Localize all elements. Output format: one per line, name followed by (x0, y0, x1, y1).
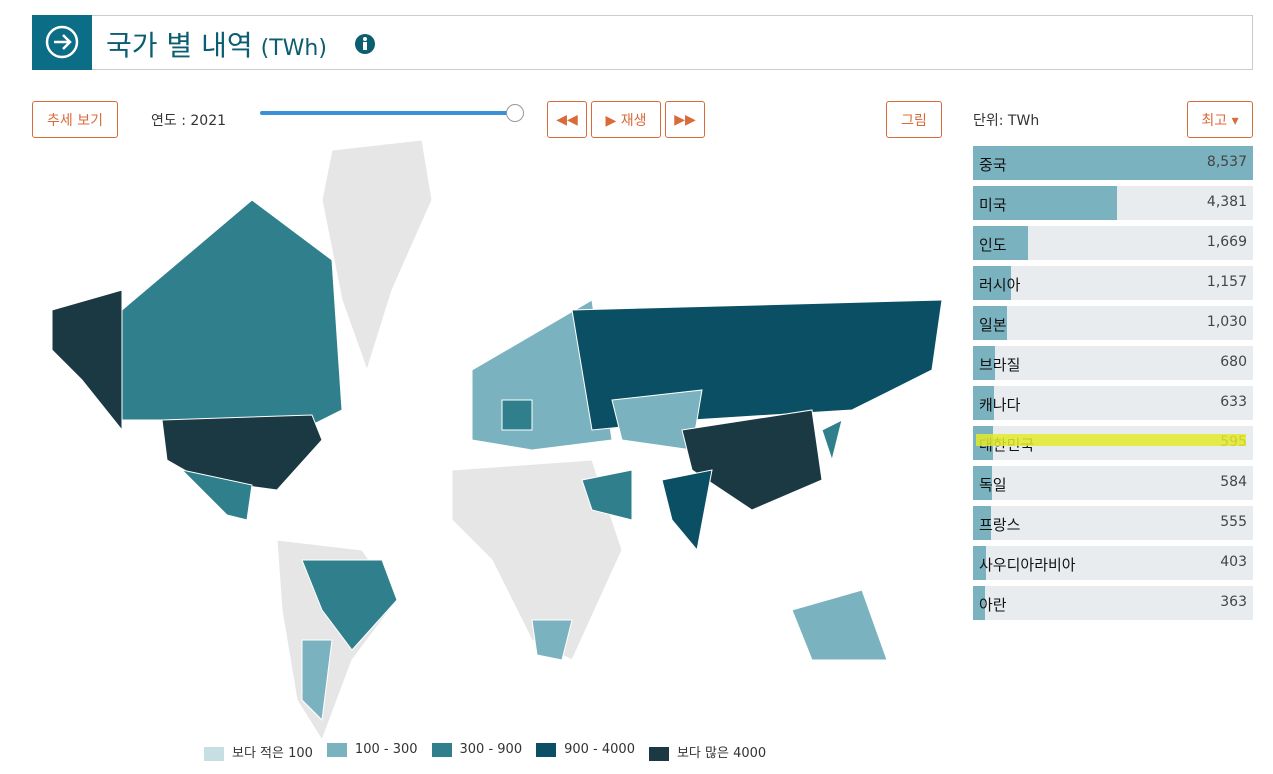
country-value: 363 (1220, 594, 1247, 610)
unit-label: 단위: TWh (973, 113, 1040, 129)
country-value: 1,669 (1206, 234, 1247, 250)
ranking-row: 러시아 1,157 (973, 266, 1253, 300)
forward-button[interactable]: ▶▶ (665, 101, 705, 138)
country-name: 중국 (979, 156, 1007, 174)
argentina (301, 639, 333, 722)
ranking-row: 브라질 680 (973, 346, 1253, 380)
rewind-button[interactable]: ◀◀ (547, 101, 587, 138)
title: 국가 별 내역 (106, 29, 253, 62)
play-button[interactable]: ▶ 재생 (591, 101, 661, 138)
country-value: 8,537 (1206, 154, 1247, 170)
country-name: 미국 (979, 196, 1007, 214)
ranking-bar (973, 306, 1007, 340)
ranking-row: 독일 584 (973, 466, 1253, 500)
country-value: 633 (1220, 394, 1247, 410)
figure-button[interactable]: 그림 (886, 101, 942, 138)
south-africa (531, 619, 573, 661)
ranking-bar (973, 226, 1028, 260)
year-label: 연도 : 2021 (151, 113, 227, 129)
info-icon[interactable] (354, 33, 378, 57)
trend-button[interactable]: 추세 보기 (32, 101, 118, 138)
world-map (51, 140, 942, 740)
usa (161, 414, 323, 491)
ranking-row: 아란 363 (973, 586, 1253, 620)
brazil (301, 559, 398, 651)
country-name: 아란 (979, 596, 1007, 614)
alaska (51, 289, 123, 432)
ranking-bar (973, 506, 992, 540)
country-name: 브라질 (979, 356, 1021, 374)
country-name: 일본 (979, 316, 1007, 334)
ranking-bar (973, 386, 994, 420)
legend-label: 보다 많은 4000 (676, 746, 767, 761)
ranking-row: 인도 1,669 (973, 226, 1253, 260)
legend-swatch (431, 742, 452, 757)
country-value: 584 (1220, 474, 1247, 490)
legend-swatch (204, 746, 224, 761)
highlight (976, 434, 1246, 446)
ranking-row: 프랑스 555 (973, 506, 1253, 540)
country-value: 680 (1220, 354, 1247, 370)
legend-item: 보다 적은 100 (204, 742, 313, 761)
sort-button[interactable]: 최고 ▾ (1187, 101, 1253, 138)
country-name: 프랑스 (979, 516, 1021, 534)
ranking-bar (973, 546, 987, 580)
country-value: 4,381 (1206, 194, 1247, 210)
country-name: 러시아 (979, 276, 1021, 294)
legend-item: 300 - 900 (431, 742, 523, 761)
country-value: 555 (1220, 514, 1247, 530)
slider-handle[interactable] (506, 104, 524, 122)
legend-label: 900 - 4000 (564, 742, 635, 757)
ranking-bar (973, 146, 1253, 180)
ranking-row: 캐나다 633 (973, 386, 1253, 420)
country-value: 1,030 (1206, 314, 1247, 330)
ranking-row: 일본 1,030 (973, 306, 1253, 340)
legend-item: 보다 많은 4000 (648, 742, 767, 761)
legend-label: 100 - 300 (354, 742, 418, 757)
ranking-row: 미국 4,381 (973, 186, 1253, 220)
country-name: 사우디아라비아 (979, 556, 1076, 574)
india (661, 469, 713, 552)
title-unit: (TWh) (260, 36, 327, 61)
header: 국가 별 내역 (TWh) (32, 15, 1253, 70)
ranking-bar (973, 466, 993, 500)
ranking-row: 중국 8,537 (973, 146, 1253, 180)
ranking-bar (973, 586, 985, 620)
japan (821, 419, 843, 462)
ranking-bar (973, 186, 1117, 220)
germany-france (501, 399, 533, 431)
legend-swatch (536, 742, 557, 757)
legend-label: 300 - 900 (459, 742, 523, 757)
country-value: 403 (1220, 554, 1247, 570)
ranking-row: 사우디아라비아 403 (973, 546, 1253, 580)
china (681, 409, 823, 511)
greenland (321, 140, 433, 372)
country-name: 독일 (979, 476, 1007, 494)
canada (121, 199, 343, 441)
legend-item: 900 - 4000 (536, 742, 635, 761)
ranking-bar (973, 346, 996, 380)
mexico (180, 469, 253, 521)
legend: 보다 적은 100 100 - 300 300 - 900 900 - 4000 보다 … (204, 742, 766, 761)
middle-east (581, 469, 633, 521)
country-value: 1,157 (1206, 274, 1247, 290)
country-name: 인도 (979, 236, 1007, 254)
year-slider[interactable] (260, 111, 515, 115)
legend-item: 100 - 300 (326, 742, 418, 761)
ranking-bar (973, 266, 1011, 300)
header-icon (32, 15, 92, 70)
legend-swatch (648, 746, 669, 761)
legend-swatch (326, 742, 347, 757)
country-name: 캐나다 (979, 396, 1021, 414)
legend-label: 보다 적은 100 (232, 746, 313, 761)
australia (791, 589, 888, 661)
